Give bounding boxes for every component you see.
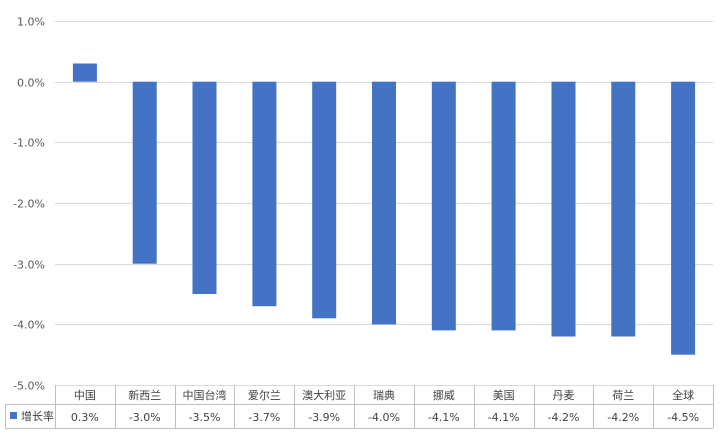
y-tick-label: -4.0% [13,319,45,332]
category-label: 中国 [74,389,96,402]
data-label: -3.5% [189,411,221,424]
category-label: 荷兰 [612,389,634,402]
y-tick-label: 0.0% [17,77,45,90]
category-label: 美国 [493,389,515,402]
category-label: 澳大利亚 [302,388,346,402]
category-label: 新西兰 [128,388,161,402]
y-tick-label: -2.0% [13,198,45,211]
y-tick-label: -1.0% [13,137,45,150]
bar [132,81,157,264]
data-label: -3.9% [308,411,340,424]
data-table: 中国 0.3% 新西兰 -3.0% 中国台湾 -3.5% 爱尔兰 -3.7% 澳大利亚 -3.9%… [5,385,714,429]
bars [72,63,696,355]
bar [192,81,217,294]
bar [431,81,456,331]
bar [312,81,337,319]
bar [72,63,97,82]
category-label: 瑞典 [373,388,395,402]
bar [611,81,636,337]
bar [671,81,696,355]
category-label: 爱尔兰 [248,389,281,402]
y-tick-label: 1.0% [17,16,45,29]
data-label: -4.5% [667,411,699,424]
data-label: -4.1% [488,411,520,424]
data-label: 0.3% [71,411,99,424]
data-label: -4.0% [368,411,400,424]
y-tick-label: -5.0% [13,380,45,393]
category-label: 挪威 [433,388,455,402]
category-label: 中国台湾 [183,388,227,402]
y-axis-tick-labels: 1.0% 0.0% -1.0% -2.0% -3.0% -4.0% -5.0% [13,16,45,393]
series-name-label: 增长率 [21,409,54,423]
bar [491,81,516,331]
data-label: -4.2% [607,411,639,424]
bar [252,81,277,307]
category-label: 全球 [672,388,694,402]
bar [372,81,396,325]
data-label: -3.0% [129,411,161,424]
y-tick-label: -3.0% [13,259,45,272]
category-label: 丹麦 [552,389,574,402]
data-label: -3.7% [248,411,280,424]
data-label: -4.1% [428,411,460,424]
legend-swatch [10,412,17,419]
data-label: -4.2% [547,411,579,424]
bar [551,81,576,337]
